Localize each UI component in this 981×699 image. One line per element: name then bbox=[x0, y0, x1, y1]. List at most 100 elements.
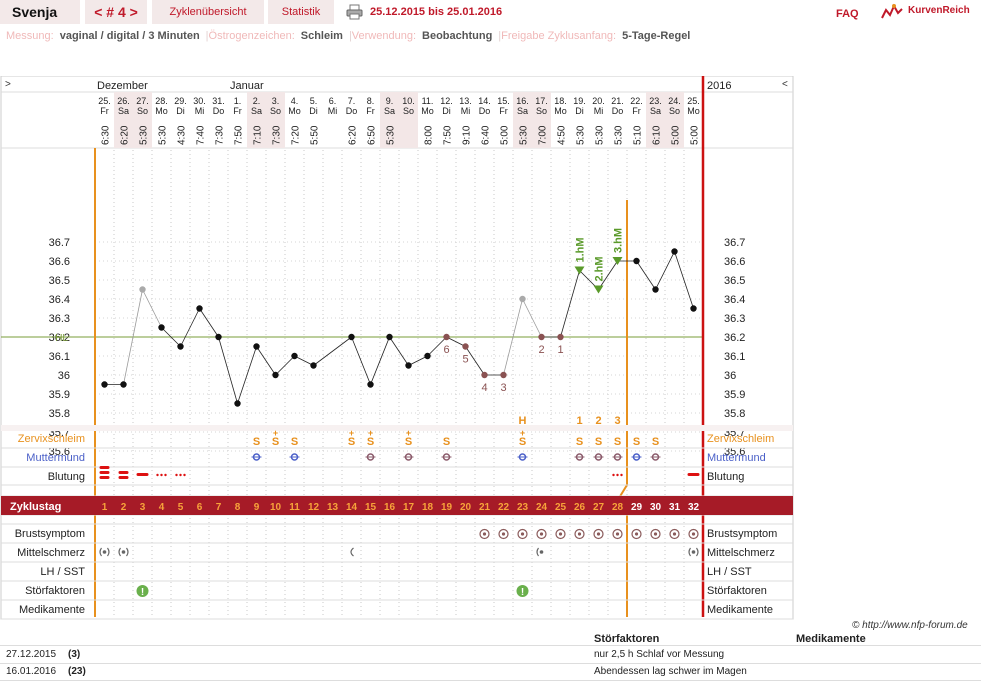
breast-symptom-ring bbox=[593, 528, 604, 540]
cycle-day-number: 1 bbox=[102, 502, 108, 513]
day-weekday: So bbox=[270, 106, 281, 116]
temperature-point bbox=[443, 333, 450, 341]
temperature-point bbox=[101, 381, 108, 388]
temperature-line bbox=[275, 355, 295, 376]
temperature-point bbox=[462, 343, 469, 350]
day-weekday: Sa bbox=[251, 106, 262, 116]
setting-value: vaginal / digital / 3 Minuten bbox=[59, 30, 200, 42]
y-tick-right: 35.9 bbox=[724, 389, 745, 401]
y-tick-left: 36.6 bbox=[49, 256, 70, 268]
day-weekday: Fr bbox=[100, 106, 109, 116]
y-tick-right: 35.8 bbox=[724, 408, 745, 420]
temperature-point bbox=[690, 305, 697, 312]
kurvenreich-logo[interactable] bbox=[880, 2, 980, 24]
printer-icon[interactable] bbox=[346, 4, 363, 20]
day-date: 8. bbox=[367, 96, 375, 106]
day-weekday: Mi bbox=[195, 106, 205, 116]
spotting-dot bbox=[183, 473, 186, 477]
y-tick-left: 36.2 bbox=[49, 332, 70, 344]
temperature-line bbox=[465, 346, 485, 376]
measure-time: 6:30 bbox=[101, 125, 112, 145]
day-weekday: Do bbox=[612, 106, 624, 116]
measure-time: 9:10 bbox=[462, 125, 473, 145]
day-date: 16. bbox=[516, 96, 529, 106]
measure-time: 5:30 bbox=[519, 125, 530, 145]
lh-label-left: LH / SST bbox=[40, 566, 85, 578]
disturbance-icon bbox=[136, 585, 149, 597]
spotting-dot bbox=[620, 473, 623, 477]
cycle-day-number: 27 bbox=[593, 502, 605, 513]
temperature-point bbox=[671, 248, 678, 255]
cycle-day-number: 2 bbox=[121, 502, 127, 513]
note-text: nur 2,5 h Schlaf vor Messung bbox=[594, 649, 725, 660]
statistics-link[interactable]: Statistik bbox=[268, 0, 334, 24]
temperature-line bbox=[180, 308, 200, 347]
breast-symptom-ring bbox=[650, 528, 661, 540]
y-tick-left: 35.9 bbox=[49, 389, 70, 401]
zervix-symbol: S bbox=[367, 436, 374, 448]
stoer-label-right: Störfaktoren bbox=[707, 585, 767, 597]
high-measurement-marker bbox=[574, 266, 585, 275]
separator: | bbox=[348, 30, 352, 42]
credit[interactable]: © http://www.nfp-forum.de bbox=[852, 620, 968, 631]
temperature-line bbox=[142, 289, 162, 328]
row-divider bbox=[0, 663, 981, 664]
cycle-day-number: 12 bbox=[308, 502, 320, 513]
bleeding-mark bbox=[687, 473, 700, 476]
temperature-point bbox=[234, 400, 241, 407]
temperature-line bbox=[636, 260, 656, 290]
weekend-shade bbox=[247, 92, 266, 148]
pain-symbol-dot bbox=[121, 550, 126, 554]
y-tick-right: 36.3 bbox=[724, 313, 745, 325]
temperature-point bbox=[538, 333, 545, 341]
zervix-plus: + bbox=[520, 428, 525, 438]
zervix-symbol: S bbox=[405, 436, 412, 448]
note-cycle-day: (3) bbox=[68, 649, 81, 660]
cycle-day-number: 3 bbox=[140, 502, 146, 513]
day-weekday: Mo bbox=[155, 106, 168, 116]
day-date: 2. bbox=[253, 96, 261, 106]
measure-time: 6:20 bbox=[120, 125, 131, 145]
temperature-line bbox=[218, 336, 238, 404]
day-weekday: Sa bbox=[384, 106, 395, 116]
measure-time: 5:30 bbox=[139, 125, 150, 145]
temperature-point bbox=[291, 352, 298, 360]
cycle-day-number: 11 bbox=[289, 502, 300, 513]
measure-time: 7:50 bbox=[234, 125, 245, 145]
pain-symbol-dot bbox=[102, 550, 107, 554]
measure-time: 5:30 bbox=[614, 125, 625, 145]
y-tick-right: 36.5 bbox=[724, 275, 745, 287]
disturbance-icon bbox=[516, 585, 529, 597]
breast-symptom-dot bbox=[558, 532, 563, 536]
breast-symptom-dot bbox=[520, 532, 525, 536]
day-weekday: So bbox=[403, 106, 414, 116]
day-date: 7. bbox=[348, 96, 356, 106]
breast-symptom-ring bbox=[517, 528, 528, 540]
nav-right: < bbox=[782, 79, 788, 90]
nav-left: > bbox=[5, 79, 11, 90]
brand-name[interactable]: KurvenReich bbox=[908, 5, 970, 16]
cycle-overview-link[interactable]: Zyklenübersicht bbox=[152, 0, 264, 24]
zervix-symbol: S bbox=[519, 436, 526, 448]
note-text: Abendessen lag schwer im Magen bbox=[594, 666, 747, 677]
day-weekday: Do bbox=[346, 106, 358, 116]
cycle-day-number: 25 bbox=[555, 502, 567, 513]
y-tick-left: 36.7 bbox=[49, 237, 70, 249]
temperature-point bbox=[253, 343, 260, 350]
day-date: 11. bbox=[422, 96, 434, 106]
pain-symbol-left bbox=[99, 547, 102, 557]
measure-time: 7:30 bbox=[272, 125, 283, 145]
cycle-navigator[interactable]: < # 4 > bbox=[85, 0, 147, 24]
header: Svenja < # 4 > Zyklenübersicht Statistik… bbox=[0, 0, 981, 26]
cycle-day-number: 10 bbox=[270, 502, 282, 513]
day-weekday: Fr bbox=[632, 106, 641, 116]
row-divider bbox=[0, 645, 981, 646]
month-label: Dezember bbox=[97, 80, 148, 92]
day-date: 22. bbox=[630, 96, 643, 106]
day-date: 10. bbox=[402, 96, 415, 106]
blutung-label-left: Blutung bbox=[48, 471, 85, 483]
disturbance-icon-mark: ! bbox=[141, 587, 144, 598]
notes-header-stoerfaktoren: Störfaktoren bbox=[594, 633, 660, 645]
faq-link[interactable]: FAQ bbox=[836, 8, 859, 20]
pain-symbol-dot bbox=[539, 550, 544, 554]
